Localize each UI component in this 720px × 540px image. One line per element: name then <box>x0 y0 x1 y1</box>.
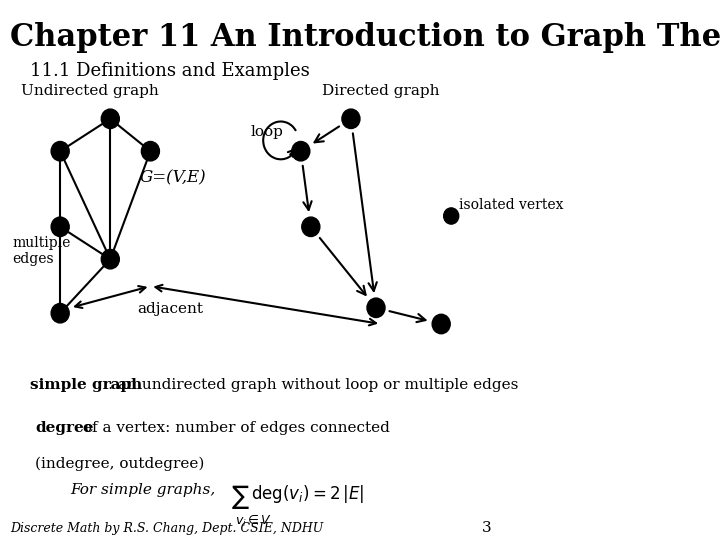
Circle shape <box>292 141 310 161</box>
Text: $\sum$: $\sum$ <box>230 483 249 511</box>
Text: $v_i \in V$: $v_i \in V$ <box>235 513 272 529</box>
Circle shape <box>141 141 159 161</box>
Text: Undirected graph: Undirected graph <box>22 84 159 98</box>
Circle shape <box>444 208 459 224</box>
Text: Discrete Math by R.S. Chang, Dept. CSIE, NDHU: Discrete Math by R.S. Chang, Dept. CSIE,… <box>10 522 323 535</box>
Circle shape <box>51 217 69 237</box>
Text: simple graph: simple graph <box>30 378 143 392</box>
Circle shape <box>51 303 69 323</box>
Text: 3: 3 <box>482 521 491 535</box>
Text: of a vertex: number of edges connected: of a vertex: number of edges connected <box>78 421 390 435</box>
Text: : an undirected graph without loop or multiple edges: : an undirected graph without loop or mu… <box>108 378 518 392</box>
Circle shape <box>432 314 450 334</box>
Circle shape <box>367 298 385 318</box>
Text: adjacent: adjacent <box>138 302 204 316</box>
Circle shape <box>342 109 360 129</box>
Text: Chapter 11 An Introduction to Graph Theory: Chapter 11 An Introduction to Graph Theo… <box>10 22 720 52</box>
Text: (indegree, outdegree): (indegree, outdegree) <box>35 456 204 471</box>
Circle shape <box>102 249 120 269</box>
Circle shape <box>302 217 320 237</box>
Text: For simple graphs,: For simple graphs, <box>70 483 215 497</box>
Text: degree: degree <box>35 421 94 435</box>
Text: $\mathrm{deg}(v_i) = 2\,|E|$: $\mathrm{deg}(v_i) = 2\,|E|$ <box>251 483 364 505</box>
Text: multiple
edges: multiple edges <box>12 236 71 266</box>
Text: loop: loop <box>251 125 283 139</box>
Circle shape <box>102 109 120 129</box>
Text: Directed graph: Directed graph <box>323 84 440 98</box>
Text: G=(V,E): G=(V,E) <box>140 170 206 187</box>
Text: 11.1 Definitions and Examples: 11.1 Definitions and Examples <box>30 62 310 80</box>
Circle shape <box>51 141 69 161</box>
Text: isolated vertex: isolated vertex <box>459 198 563 212</box>
